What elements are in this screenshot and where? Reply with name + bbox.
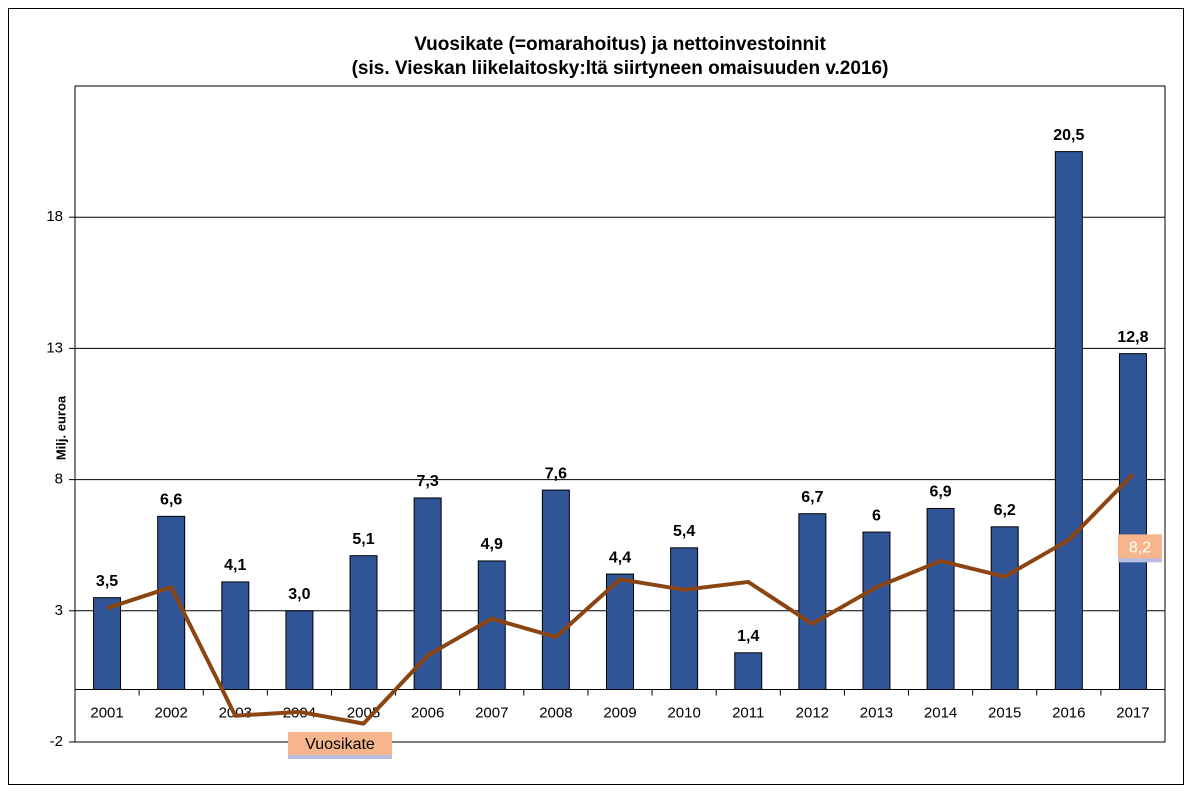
bar: [349, 555, 378, 691]
x-tick-label: 2017: [1116, 704, 1149, 721]
series-label: Vuosikate: [305, 736, 375, 753]
value-label: 7,3: [417, 473, 439, 490]
series-label-underline: [288, 755, 392, 759]
bar: [1118, 353, 1147, 691]
label-box: [1117, 534, 1162, 561]
x-tick-label: 2012: [796, 704, 829, 721]
chart-subtitle: (sis. Vieskan liikelaitosky:ltä siirtyne…: [352, 58, 889, 79]
bar: [413, 497, 442, 691]
bar: [926, 507, 955, 691]
y-axis-label: Milj. euroa: [53, 395, 68, 460]
x-tick-label: 2008: [539, 704, 572, 721]
x-tick-label: 2013: [860, 704, 893, 721]
value-label: 4,1: [224, 557, 246, 574]
value-label: 5,4: [673, 523, 695, 540]
value-label: 4,9: [481, 536, 503, 553]
value-label: 5,1: [352, 531, 374, 548]
x-tick-label: 2006: [411, 704, 444, 721]
bar: [157, 515, 186, 691]
value-label: 6,6: [160, 492, 182, 509]
value-label: 6,2: [994, 502, 1016, 519]
y-tick-label: -2: [50, 733, 63, 750]
bar: [285, 610, 314, 691]
bar: [541, 489, 570, 691]
x-tick-label: 2010: [667, 704, 700, 721]
y-tick-label: 18: [46, 208, 63, 225]
value-label: 20,5: [1053, 127, 1084, 144]
series-label-box: [288, 732, 392, 756]
line: [106, 472, 1135, 726]
label-underline: [1117, 558, 1162, 563]
x-tick-label: 2009: [603, 704, 636, 721]
y-tick-label: 3: [55, 602, 63, 619]
bar: [1054, 151, 1083, 691]
bar: [862, 531, 891, 691]
value-label: 3,0: [288, 586, 310, 603]
value-label: 8,2: [1129, 540, 1151, 557]
value-label: 7,6: [545, 465, 567, 482]
value-label: 12,8: [1117, 329, 1148, 346]
x-tick-label: 2015: [988, 704, 1021, 721]
x-tick-label: 2016: [1052, 704, 1085, 721]
bar: [93, 597, 122, 691]
bar: [670, 547, 699, 691]
value-label: 6: [872, 507, 881, 524]
bar: [606, 573, 634, 691]
y-tick-label: 8: [55, 471, 63, 488]
bar: [990, 526, 1019, 691]
bar: [734, 652, 763, 691]
value-label: 6,7: [801, 489, 823, 506]
value-label: 6,9: [929, 484, 951, 501]
bar: [798, 513, 827, 691]
value-label: 1,4: [737, 628, 759, 645]
x-tick-label: 2007: [475, 704, 508, 721]
x-tick-label: 2011: [732, 704, 764, 721]
value-label: 3,5: [96, 573, 118, 590]
x-tick-label: 2002: [154, 704, 187, 721]
value-label: 4,4: [609, 549, 631, 566]
y-tick-label: 13: [46, 339, 63, 356]
chart-title: Vuosikate (=omarahoitus) ja nettoinvesto…: [414, 34, 826, 55]
bar: [221, 581, 250, 691]
x-tick-label: 2014: [924, 704, 957, 721]
x-tick-label: 2001: [90, 704, 123, 721]
